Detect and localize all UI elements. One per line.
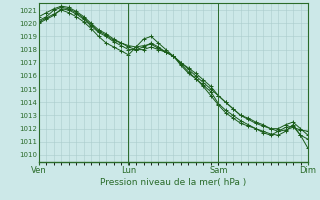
X-axis label: Pression niveau de la mer( hPa ): Pression niveau de la mer( hPa )	[100, 178, 247, 187]
